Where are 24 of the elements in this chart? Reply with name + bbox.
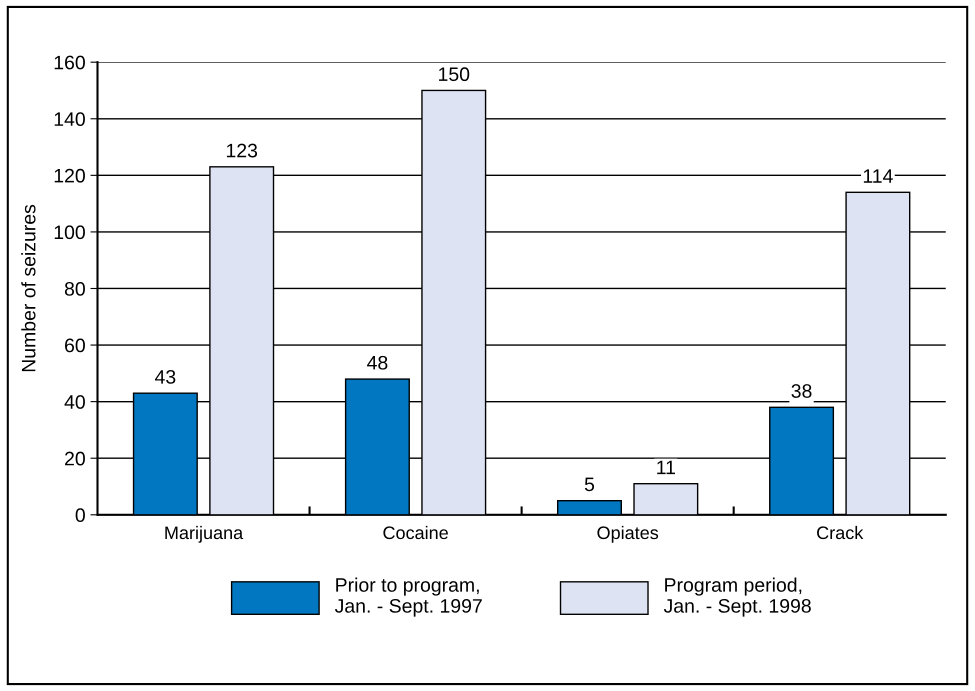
data-label: 114	[864, 169, 893, 183]
x-tick-label: Marijuana	[165, 526, 244, 543]
x-tick-label: Cocaine	[383, 526, 448, 540]
data-label: 150	[439, 67, 470, 82]
data-label: 38	[791, 384, 812, 398]
y-tick-label: 160	[54, 56, 85, 70]
data-label: 48	[367, 356, 388, 370]
y-tick-label: 60	[65, 338, 85, 352]
data-label: 123	[226, 144, 258, 158]
y-tick-label: 80	[64, 282, 85, 296]
data-label: 5	[584, 478, 594, 492]
y-tick-label: 0	[76, 508, 85, 522]
y-tick-label: 120	[54, 168, 85, 183]
y-tick-label: 140	[54, 112, 85, 126]
data-label: 43	[154, 370, 176, 384]
legend-label: Prior to program, Jan. - Sept. 1997	[334, 578, 482, 617]
y-tick-label: 20	[65, 452, 85, 466]
y-tick-label: 40	[64, 395, 85, 409]
legend-label: Program period, Jan. - Sept. 1998	[664, 578, 811, 617]
x-tick-label: Crack	[817, 526, 864, 540]
x-tick-label: Opiates	[597, 526, 658, 543]
data-label: 11	[657, 460, 675, 474]
y-axis-title: Number of seizures	[21, 204, 36, 372]
y-tick-label: 100	[54, 225, 85, 240]
